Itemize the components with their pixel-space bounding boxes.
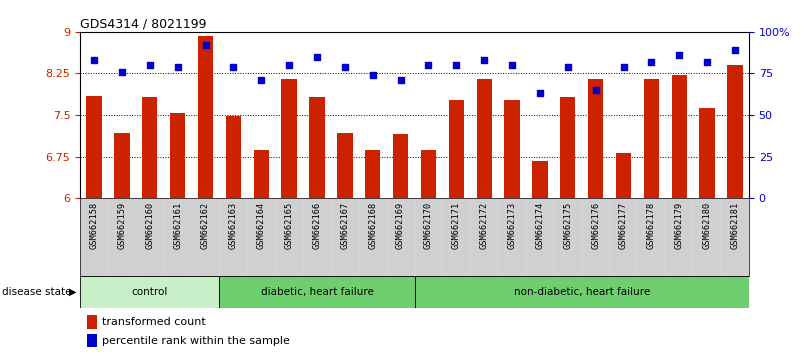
Point [477,57,490,63]
Text: diabetic, heart failure: diabetic, heart failure [260,287,373,297]
Text: GSM662171: GSM662171 [452,202,461,249]
Text: GSM662161: GSM662161 [173,202,182,249]
Point [366,72,379,78]
Bar [87,315,97,329]
Bar [226,116,241,198]
Point [87,57,100,63]
Point [645,59,658,65]
Bar [219,276,415,308]
Bar [415,276,749,308]
Point [617,64,630,70]
Text: GSM662159: GSM662159 [118,202,127,249]
Bar [727,65,743,198]
Point [505,62,518,68]
Point [729,47,742,53]
Text: GSM662169: GSM662169 [396,202,405,249]
Bar [588,79,603,198]
Text: GSM662160: GSM662160 [145,202,155,249]
Bar [254,150,269,198]
Point [673,52,686,58]
Bar [616,153,631,198]
Text: non-diabetic, heart failure: non-diabetic, heart failure [513,287,650,297]
Point [394,77,407,83]
Point [283,62,296,68]
Text: GSM662165: GSM662165 [284,202,294,249]
Point [590,87,602,93]
Text: percentile rank within the sample: percentile rank within the sample [102,336,289,346]
Bar [644,79,659,198]
Bar [309,97,324,198]
Point [199,42,212,48]
Point [227,64,239,70]
Bar [505,99,520,198]
Bar [449,99,464,198]
Text: GSM662173: GSM662173 [508,202,517,249]
Text: control: control [131,287,168,297]
Text: GSM662167: GSM662167 [340,202,349,249]
Bar [699,108,714,198]
Text: GSM662172: GSM662172 [480,202,489,249]
Point [115,69,128,75]
Text: GSM662175: GSM662175 [563,202,572,249]
Point [450,62,463,68]
Point [311,54,324,59]
Text: GSM662181: GSM662181 [731,202,739,249]
Text: GSM662166: GSM662166 [312,202,321,249]
Bar [87,334,97,347]
Bar [142,97,158,198]
Text: GSM662164: GSM662164 [257,202,266,249]
Point [143,62,156,68]
Point [701,59,714,65]
Point [562,64,574,70]
Text: transformed count: transformed count [102,318,205,327]
Point [255,77,268,83]
Bar [477,79,492,198]
Bar [365,150,380,198]
Text: GSM662158: GSM662158 [90,202,99,249]
Text: GSM662168: GSM662168 [368,202,377,249]
Text: ▶: ▶ [69,287,76,297]
Bar [560,97,575,198]
Point [339,64,352,70]
Bar [281,79,297,198]
Text: GSM662176: GSM662176 [591,202,600,249]
Bar [87,96,102,198]
Point [533,91,546,96]
Point [422,62,435,68]
Bar [198,36,213,198]
Point [171,64,184,70]
Bar [532,160,548,198]
Bar [393,135,409,198]
Text: GSM662179: GSM662179 [674,202,684,249]
Text: GSM662170: GSM662170 [424,202,433,249]
Bar [337,133,352,198]
Text: GSM662174: GSM662174 [535,202,545,249]
Bar [115,133,130,198]
Text: GSM662177: GSM662177 [619,202,628,249]
Bar [421,150,436,198]
Text: GDS4314 / 8021199: GDS4314 / 8021199 [80,18,207,31]
Text: disease state: disease state [2,287,71,297]
Text: GSM662163: GSM662163 [229,202,238,249]
Text: GSM662178: GSM662178 [647,202,656,249]
Text: GSM662180: GSM662180 [702,202,711,249]
Bar [80,276,219,308]
Bar [671,75,687,198]
Text: GSM662162: GSM662162 [201,202,210,249]
Bar [170,113,185,198]
